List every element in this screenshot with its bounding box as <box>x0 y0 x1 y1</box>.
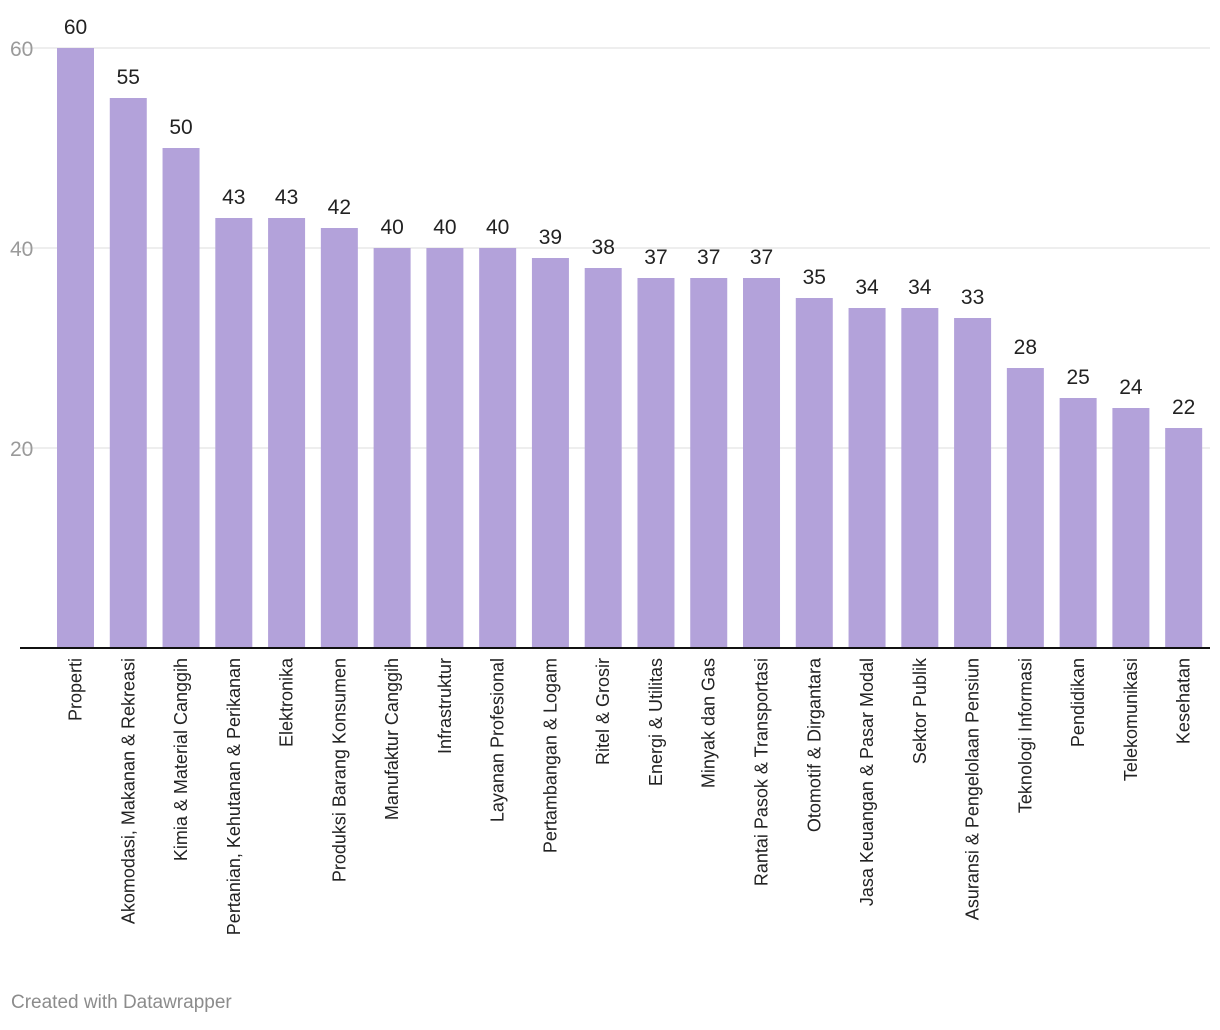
bar <box>795 298 833 648</box>
x-category-label: Minyak dan Gas <box>699 658 719 788</box>
bar-value-label: 37 <box>750 246 773 269</box>
credit-text[interactable]: Created with Datawrapper <box>11 992 232 1013</box>
bar <box>1059 398 1097 648</box>
bar <box>637 278 675 648</box>
x-category-label: Telekomunikasi <box>1121 658 1141 781</box>
bar-value-label: 39 <box>539 226 562 249</box>
bar-value-label: 42 <box>328 196 351 219</box>
bar-value-label: 43 <box>275 186 298 209</box>
x-category-label: Pertambangan & Logam <box>540 658 560 853</box>
x-category-label: Rantai Pasok & Transportasi <box>752 658 772 886</box>
x-category-label: Kimia & Material Canggih <box>171 658 191 861</box>
bar <box>1165 428 1203 648</box>
bar <box>1006 368 1044 648</box>
x-category-label: Energi & Utilitas <box>646 658 666 786</box>
x-category-label: Otomotif & Dirgantara <box>804 657 824 832</box>
x-category-label: Ritel & Grosir <box>593 658 613 765</box>
x-category-label: Properti <box>66 658 86 721</box>
y-tick-label: 60 <box>10 38 33 61</box>
x-category-label: Manufaktur Canggih <box>382 658 402 820</box>
bar <box>531 258 569 648</box>
x-category-label: Pendidikan <box>1068 658 1088 747</box>
bar-value-label: 35 <box>803 266 826 289</box>
bar-value-label: 37 <box>644 246 667 269</box>
bar <box>109 98 147 648</box>
bar <box>162 148 200 648</box>
x-category-label: Elektronika <box>277 657 297 747</box>
bar-value-label: 34 <box>908 276 932 299</box>
x-category-label: Jasa Keuangan & Pasar Modal <box>857 658 877 906</box>
bar <box>373 248 411 648</box>
bar-value-label: 55 <box>117 66 140 89</box>
bar-value-label: 60 <box>64 16 87 39</box>
x-category-label: Produksi Barang Konsumen <box>329 658 349 882</box>
bar <box>268 218 306 648</box>
x-category-label: Layanan Profesional <box>488 658 508 822</box>
bar <box>584 268 622 648</box>
x-category-label: Teknologi Informasi <box>1015 658 1035 813</box>
bar <box>690 278 728 648</box>
bar <box>848 308 886 648</box>
bar-value-label: 43 <box>222 186 245 209</box>
bar-value-label: 34 <box>855 276 879 299</box>
bar <box>426 248 464 648</box>
bar-value-label: 37 <box>697 246 720 269</box>
bar-value-label: 50 <box>169 116 192 139</box>
bar-value-label: 25 <box>1066 366 1089 389</box>
bar-value-label: 40 <box>486 216 509 239</box>
bar <box>743 278 781 648</box>
bar <box>901 308 939 648</box>
x-category-label: Pertanian, Kehutanan & Perikanan <box>224 658 244 935</box>
bar-value-label: 24 <box>1119 376 1143 399</box>
bar <box>479 248 517 648</box>
bar <box>954 318 992 648</box>
bar <box>320 228 358 648</box>
bar-value-label: 22 <box>1172 396 1195 419</box>
x-category-label: Sektor Publik <box>910 657 930 764</box>
x-category-label: Asuransi & Pengelolaan Pensiun <box>963 658 983 920</box>
y-tick-label: 40 <box>10 238 33 261</box>
bar-value-label: 28 <box>1014 336 1037 359</box>
x-category-label: Infrastruktur <box>435 658 455 754</box>
bar-value-label: 33 <box>961 286 984 309</box>
bar-value-label: 40 <box>380 216 403 239</box>
bar-value-label: 40 <box>433 216 456 239</box>
x-category-label: Kesehatan <box>1174 658 1194 744</box>
bar <box>57 48 94 648</box>
x-category-label: Akomodasi, Makanan & Rekreasi <box>118 658 138 924</box>
y-tick-label: 20 <box>10 438 33 461</box>
bar <box>215 218 253 648</box>
bar-value-label: 38 <box>592 236 615 259</box>
bar <box>1112 408 1150 648</box>
